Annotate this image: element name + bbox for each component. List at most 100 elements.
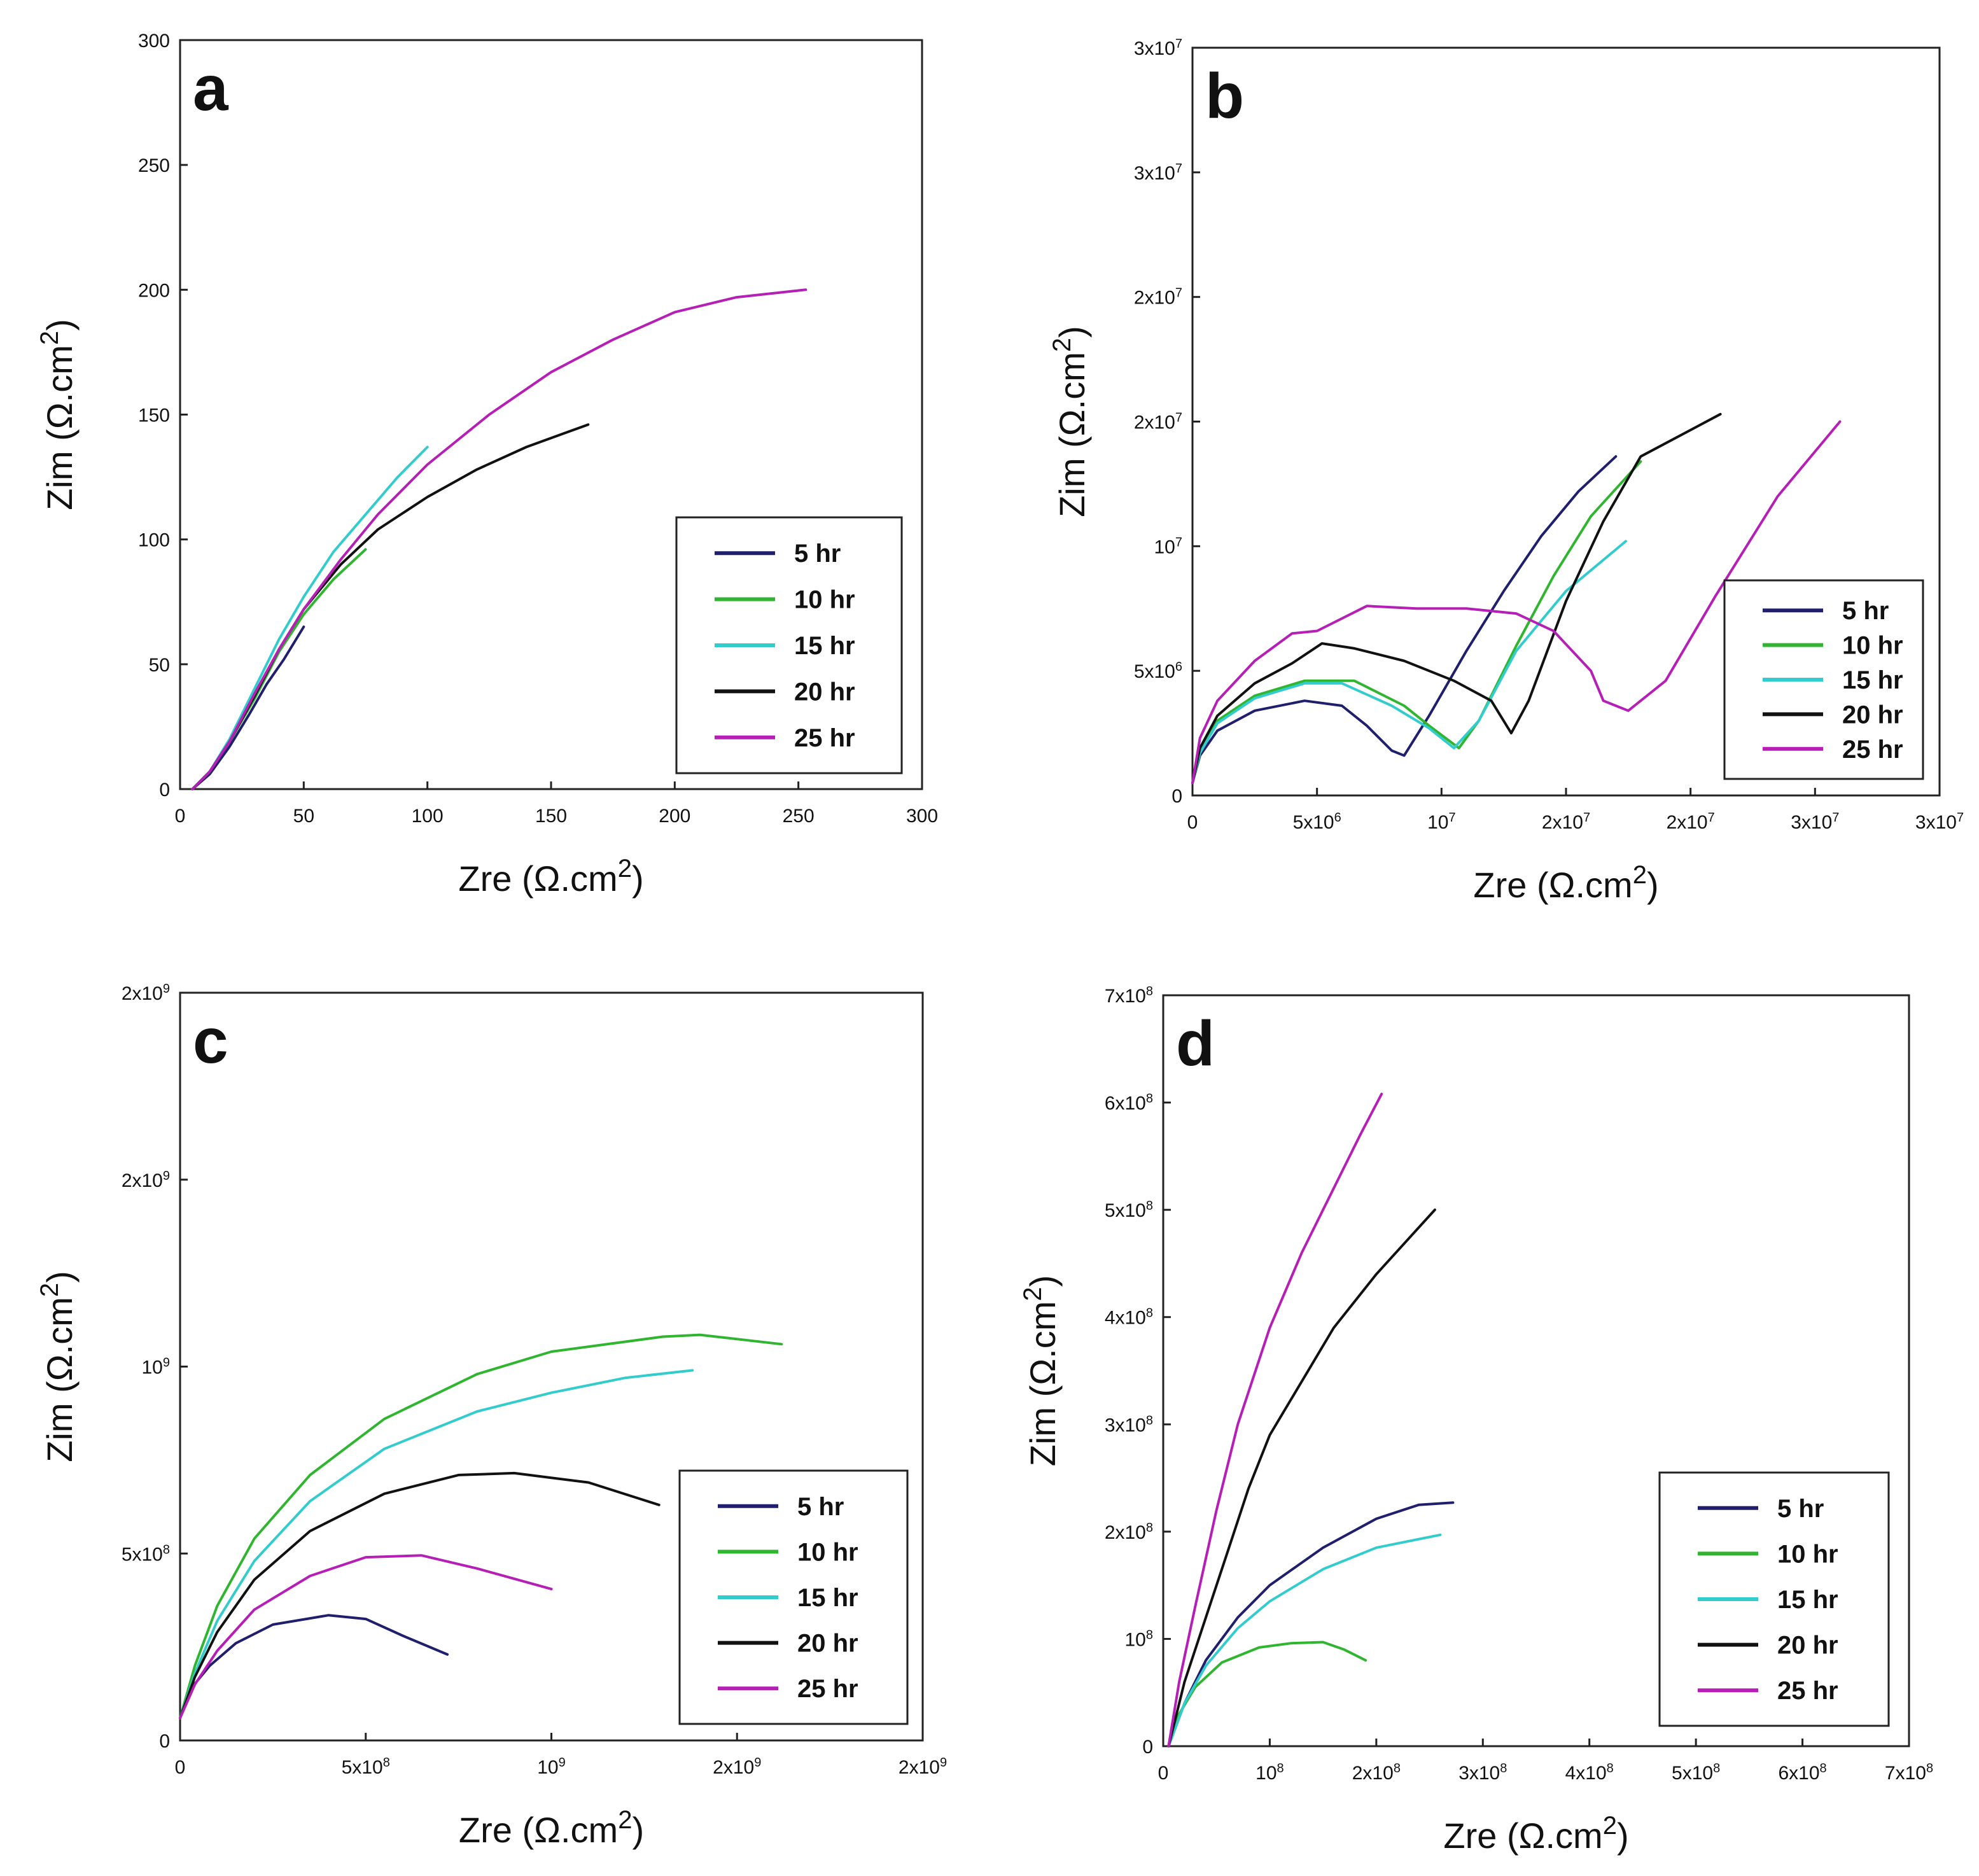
x-tick-label: 0 [1187,812,1198,833]
y-tick-label-exponent: 7 [1175,411,1182,425]
x-tick-label: 50 [293,806,314,827]
y-axis-label: Zim (Ω.cm2) [1019,1275,1063,1466]
y-tick-label-base: 5x10 [1105,1200,1146,1221]
y-tick-label: 2x109 [122,982,170,1004]
x-tick-label: 5x108 [342,1756,390,1778]
y-tick-label: 150 [138,405,170,426]
legend-label: 20 hr [797,1630,858,1658]
y-tick-label: 3x107 [1134,162,1182,184]
y-tick-label-base: 0 [1142,1737,1153,1758]
y-tick-label-base: 2x10 [122,983,163,1004]
legend: 5 hr 10 hr 15 hr 20 hr 25 hr [1723,579,1924,780]
y-axis-label-text: Zim (Ω.cm [1023,1301,1063,1467]
legend-label: 10 hr [797,1538,858,1566]
x-tick-label: 100 [412,806,444,827]
x-tick-label-exponent: 8 [1277,1761,1284,1775]
x-axis-label: Zre (Ω.cm2) [459,1806,644,1850]
x-tick-label-base: 2x10 [1667,812,1708,833]
y-tick-label-base: 250 [138,155,170,176]
x-tick-label-base: 0 [175,806,186,827]
x-tick-label-base: 50 [293,806,314,827]
y-tick-label-exponent: 7 [1175,535,1182,549]
x-axis-label-text: Zre (Ω.cm [459,1810,618,1850]
x-tick-label-base: 10 [1255,1763,1276,1784]
x-tick-label: 2x109 [899,1756,947,1778]
x-tick-label-base: 4x10 [1565,1763,1607,1784]
x-tick-label-base: 0 [1158,1763,1169,1784]
y-tick-label-exponent: 9 [163,1169,170,1183]
y-tick-label: 5x106 [1134,660,1182,682]
y-tick-label-exponent: 7 [1175,286,1182,300]
y-tick-label-exponent: 8 [1146,1306,1153,1320]
y-tick-label: 2x107 [1134,411,1182,433]
x-tick-label-exponent: 7 [1957,811,1964,825]
legend-label: 25 hr [797,1675,858,1703]
y-tick-label-exponent: 8 [1146,984,1153,998]
x-tick-label-exponent: 8 [1394,1761,1401,1775]
x-tick-label: 5x108 [1672,1761,1720,1784]
y-tick-label: 300 [138,31,170,52]
y-axis-label-text: Zim (Ω.cm [39,1297,80,1462]
y-tick-label: 107 [1154,535,1183,557]
y-tick-label-base: 3x10 [1105,1415,1146,1436]
y-axis-label-close: ) [1023,1275,1063,1287]
x-tick-label: 150 [535,806,567,827]
y-tick-label-base: 50 [149,655,170,676]
y-tick-label: 0 [1142,1737,1153,1758]
y-tick-label-exponent: 8 [1146,1413,1153,1427]
x-tick-label-base: 150 [535,806,567,827]
series-line-25-hr [1191,420,1842,785]
x-tick-label: 0 [175,1757,186,1778]
legend-label: 25 hr [1842,736,1903,764]
y-tick-label-base: 2x10 [1134,412,1175,433]
x-tick-label-exponent: 9 [940,1756,947,1770]
series-line-5-hr [1191,455,1618,785]
series-line-10-hr [1191,460,1642,785]
series-line-5-hr [191,626,305,790]
y-tick-label: 250 [138,155,170,176]
x-tick-label-exponent: 8 [1926,1761,1933,1775]
x-tick-label: 300 [906,806,938,827]
y-tick-label-base: 100 [138,530,170,551]
x-tick-label-base: 0 [175,1757,186,1778]
y-tick-label: 5x108 [1105,1199,1153,1221]
x-tick-label-base: 250 [783,806,815,827]
x-tick-label-exponent: 8 [1820,1761,1827,1775]
x-tick-label-exponent: 8 [1713,1761,1720,1775]
y-tick-label: 109 [142,1356,171,1378]
series-line-15-hr [1167,1533,1442,1747]
x-tick-label-exponent: 7 [1583,811,1590,825]
y-tick-label: 108 [1125,1628,1154,1650]
y-tick-label-base: 2x10 [1134,288,1175,309]
panel-d: 0 108 2x108 3x108 4x108 5x108 6x108 7x10801082x… [1019,984,1933,1856]
x-tick-label-base: 2x10 [713,1757,754,1778]
panel-b: 0 5x106 107 2x107 2x107 3x107 3x10705x1061072x… [1048,37,1964,905]
y-tick-label: 50 [149,655,170,676]
y-tick-label-base: 5x10 [1134,661,1175,682]
x-tick-label: 250 [783,806,815,827]
legend-label: 20 hr [1777,1632,1838,1660]
x-tick-label-exponent: 7 [1448,811,1455,825]
y-axis-label-superscript: 2 [36,331,64,345]
x-tick-label: 109 [537,1756,566,1778]
x-axis-label-text: Zre (Ω.cm [458,858,617,899]
x-tick-label-base: 10 [537,1757,558,1778]
x-tick-label-base: 2x10 [1542,812,1583,833]
y-axis-label: Zim (Ω.cm2) [36,319,80,510]
x-tick-label: 0 [1158,1763,1169,1784]
series-line-20-hr [179,1471,661,1719]
legend-label: 25 hr [794,724,855,752]
x-tick-label: 6x108 [1778,1761,1826,1784]
y-tick-label-exponent: 8 [1146,1521,1153,1535]
series-line-15-hr [179,1369,694,1719]
panel-letter: d [1176,1008,1215,1079]
legend: 5 hr 10 hr 15 hr 20 hr 25 hr [1658,1471,1890,1727]
x-tick-label: 2x109 [713,1756,761,1778]
x-axis-label: Zre (Ω.cm2) [458,855,643,899]
y-tick-label-exponent: 6 [1175,660,1182,674]
legend-box [678,1469,909,1725]
x-tick-label: 200 [659,806,690,827]
x-tick-label-base: 3x10 [1915,812,1957,833]
x-tick-label: 3x107 [1791,811,1839,833]
